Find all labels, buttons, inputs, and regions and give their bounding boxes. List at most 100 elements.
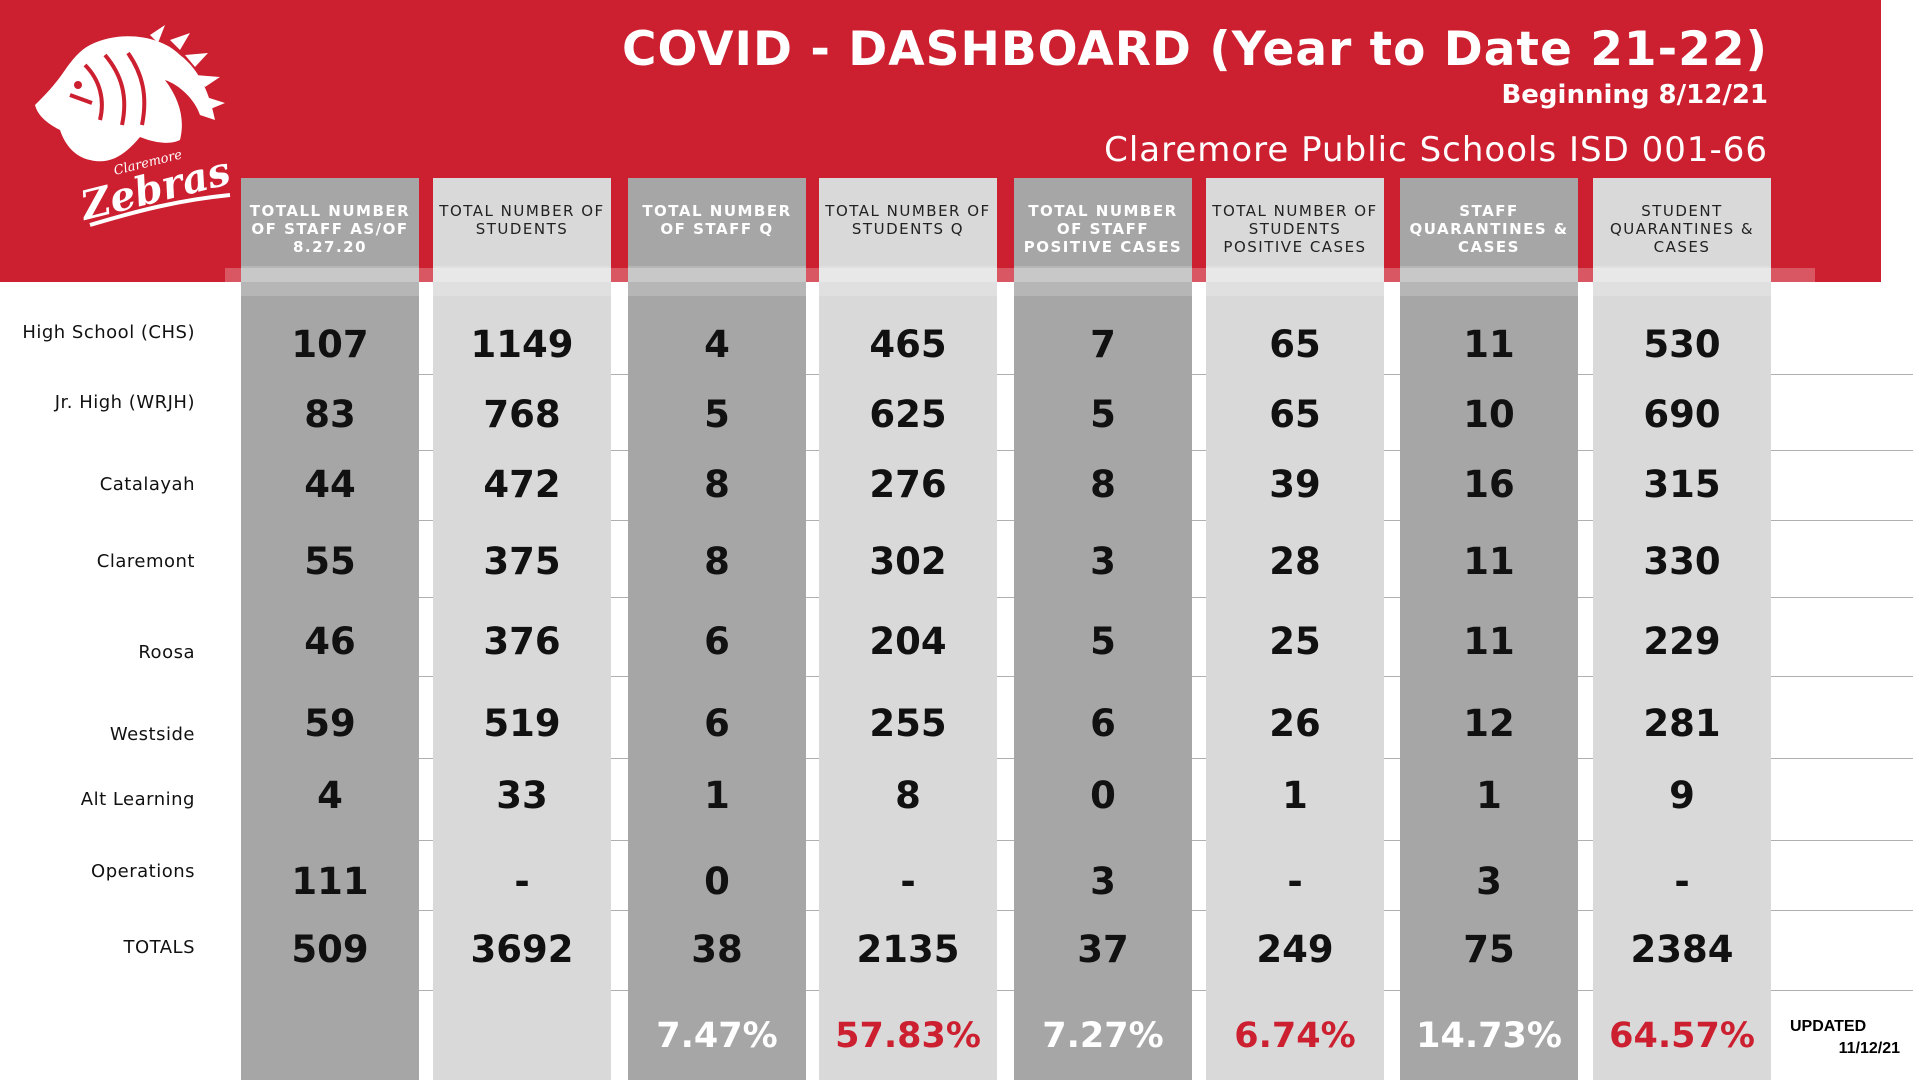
column-5: TOTAL NUMBER OF STAFF POSITIVE CASES 7 5 8 3… <box>1014 178 1192 1080</box>
table-cell: 0 <box>704 860 730 903</box>
table-cell: 276 <box>869 463 947 506</box>
table-cell: 768 <box>483 393 561 436</box>
table-cell: 8 <box>1090 463 1116 506</box>
table-cell: 376 <box>483 620 561 663</box>
total-cell: 2384 <box>1630 928 1734 971</box>
table-cell: 12 <box>1463 702 1515 745</box>
table-cell: 9 <box>1669 774 1695 817</box>
updated-stamp: UPDATED 11/12/21 <box>1790 1016 1900 1060</box>
table-cell: 16 <box>1463 463 1515 506</box>
table-cell: 11 <box>1463 540 1515 583</box>
table-cell: 5 <box>1090 620 1116 663</box>
table-cell: 530 <box>1643 323 1721 366</box>
table-cell: 28 <box>1269 540 1321 583</box>
table-cell: 281 <box>1643 702 1721 745</box>
column-header: TOTAL NUMBER OF STUDENTS Q <box>825 202 991 238</box>
table-cell: 330 <box>1643 540 1721 583</box>
column-header-band <box>1206 266 1384 296</box>
table-cell: 1 <box>1476 774 1502 817</box>
table-cell: 1149 <box>470 323 574 366</box>
page-title: COVID - DASHBOARD (Year to Date 21-22) <box>621 22 1768 77</box>
district-name: Claremore Public Schools ISD 001-66 <box>1104 130 1768 170</box>
column-2: TOTAL NUMBER OF STUDENTS 1149 768 472 375 376… <box>433 178 611 1080</box>
table-cell: 33 <box>496 774 548 817</box>
table-cell: 8 <box>895 774 921 817</box>
table-cell: 111 <box>291 860 369 903</box>
total-cell: 509 <box>291 928 369 971</box>
total-cell: 3692 <box>470 928 574 971</box>
table-cell: 59 <box>304 702 356 745</box>
table-cell: 44 <box>304 463 356 506</box>
table-cell: 8 <box>704 463 730 506</box>
table-cell: 65 <box>1269 393 1321 436</box>
total-cell: 2135 <box>856 928 960 971</box>
table-cell: 3 <box>1090 540 1116 583</box>
column-1: TOTALL NUMBER OF STAFF AS/OF 8.27.20 107 8… <box>241 178 419 1080</box>
total-cell: 37 <box>1077 928 1129 971</box>
header-fade-strip <box>225 268 1815 282</box>
column-header-band <box>433 266 611 296</box>
table-cell: 302 <box>869 540 947 583</box>
column-8: STUDENT QUARANTINES & CASES 530 690 315 330 2… <box>1593 178 1771 1080</box>
table-cell: 255 <box>869 702 947 745</box>
column-header-band <box>241 266 419 296</box>
column-header: TOTALL NUMBER OF STAFF AS/OF 8.27.20 <box>249 202 411 256</box>
table-cell: 11 <box>1463 323 1515 366</box>
updated-date: 11/12/21 <box>1838 1040 1900 1057</box>
table-cell: 3 <box>1090 860 1116 903</box>
percent-cell: 7.47% <box>656 1016 778 1056</box>
table-cell: 83 <box>304 393 356 436</box>
total-cell: 249 <box>1256 928 1334 971</box>
table-cell: 3 <box>1476 860 1502 903</box>
column-header: STUDENT QUARANTINES & CASES <box>1609 202 1755 256</box>
table-cell: - <box>514 860 530 903</box>
column-header-band <box>819 266 997 296</box>
table-cell: 25 <box>1269 620 1321 663</box>
table-cell: 46 <box>304 620 356 663</box>
page-subtitle: Beginning 8/12/21 <box>1501 80 1768 110</box>
table-cell: 11 <box>1463 620 1515 663</box>
column-header: TOTAL NUMBER OF STUDENTS POSITIVE CASES <box>1212 202 1378 256</box>
column-header-band <box>1400 266 1578 296</box>
table-cell: - <box>1674 860 1690 903</box>
table-cell: 4 <box>704 323 730 366</box>
table-cell: 1 <box>1282 774 1308 817</box>
table-cell: 6 <box>1090 702 1116 745</box>
table-cell: - <box>1287 860 1303 903</box>
table-cell: 375 <box>483 540 561 583</box>
percent-cell: 6.74% <box>1234 1016 1356 1056</box>
table-cell: 4 <box>317 774 343 817</box>
table-cell: 625 <box>869 393 947 436</box>
column-header: TOTAL NUMBER OF STAFF POSITIVE CASES <box>1023 202 1183 256</box>
column-header-band <box>1593 266 1771 296</box>
table-cell: 5 <box>704 393 730 436</box>
table-cell: 6 <box>704 702 730 745</box>
table-cell: - <box>900 860 916 903</box>
table-cell: 315 <box>1643 463 1721 506</box>
table-cell: 65 <box>1269 323 1321 366</box>
table-cell: 229 <box>1643 620 1721 663</box>
totals-label: TOTALS <box>123 937 195 958</box>
row-label: High School (CHS) <box>22 322 195 343</box>
column-4: TOTAL NUMBER OF STUDENTS Q 465 625 276 302 20… <box>819 178 997 1080</box>
column-header-band <box>628 266 806 296</box>
total-cell: 75 <box>1463 928 1515 971</box>
table-cell: 7 <box>1090 323 1116 366</box>
column-3: TOTAL NUMBER OF STAFF Q 4 5 8 8 6 6 1 0 38 7.47% <box>628 178 806 1080</box>
percent-cell: 64.57% <box>1609 1016 1755 1056</box>
table-cell: 0 <box>1090 774 1116 817</box>
table-cell: 204 <box>869 620 947 663</box>
row-label: Operations <box>91 861 195 882</box>
percent-cell: 57.83% <box>835 1016 981 1056</box>
total-cell: 38 <box>691 928 743 971</box>
column-header: TOTAL NUMBER OF STUDENTS <box>439 202 605 238</box>
table-cell: 10 <box>1463 393 1515 436</box>
column-header-band <box>1014 266 1192 296</box>
row-label: Alt Learning <box>80 789 195 810</box>
row-label: Jr. High (WRJH) <box>54 392 195 413</box>
table-cell: 519 <box>483 702 561 745</box>
percent-cell: 7.27% <box>1042 1016 1164 1056</box>
column-header: TOTAL NUMBER OF STAFF Q <box>642 202 792 238</box>
table-cell: 107 <box>291 323 369 366</box>
table-cell: 465 <box>869 323 947 366</box>
